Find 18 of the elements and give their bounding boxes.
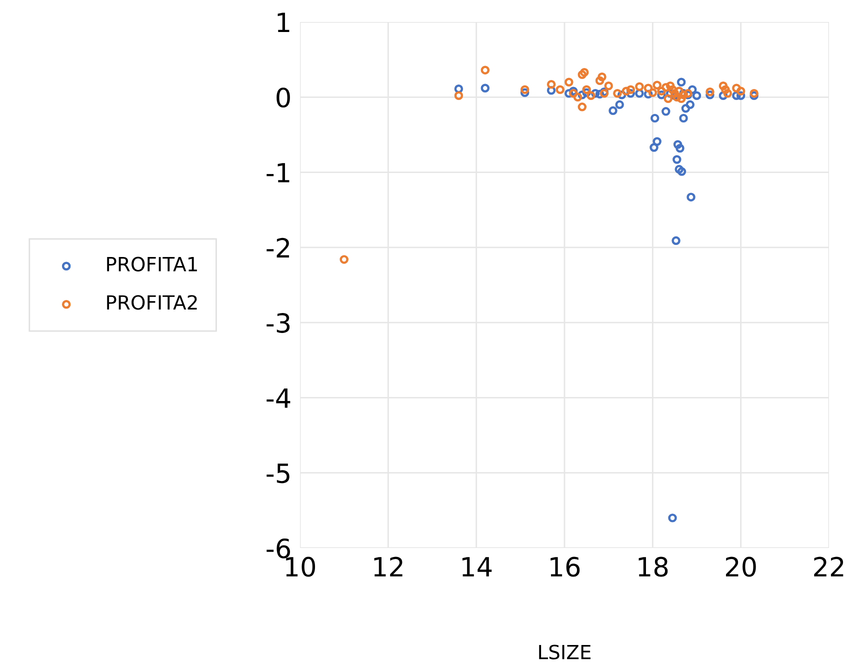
x-tick-label: 14 (462, 557, 492, 576)
x-tick-label: 16 (550, 556, 580, 577)
x-tick-label: 20 (726, 556, 756, 577)
x-tick-label: 22 (814, 556, 844, 576)
y-tick-label: -5 (266, 464, 290, 484)
legend-label: PROFITA1 (107, 256, 197, 272)
y-tick-label: 0 (276, 88, 290, 108)
x-tick-label: 10 (286, 556, 316, 577)
y-tick-label: -2 (266, 238, 290, 258)
x-axis-title: LSIZE (539, 644, 591, 660)
y-tick-label: 1 (278, 12, 290, 32)
legend-label: PROFITA2 (107, 295, 197, 310)
x-tick-label: 18 (638, 556, 668, 577)
y-tick-label: -3 (266, 313, 290, 333)
y-tick-label: -1 (266, 163, 290, 182)
y-tick-label: -4 (266, 388, 290, 408)
y-tick-label: -6 (266, 538, 290, 558)
x-tick-label: 12 (374, 556, 402, 576)
